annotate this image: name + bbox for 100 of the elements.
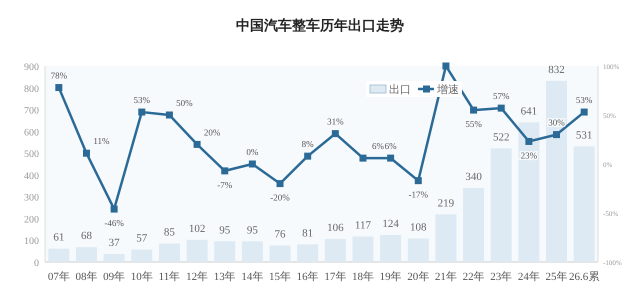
bar (490, 148, 512, 262)
data-label: 6% (372, 141, 384, 152)
x-tick-label: 20年 (407, 271, 430, 283)
x-tick-label: 10年 (130, 271, 153, 283)
x-tick-label: 16年 (296, 271, 319, 283)
x-tick-label: 19年 (380, 271, 402, 283)
bar (546, 80, 568, 262)
data-label: 78% (50, 70, 68, 81)
data-label: 53% (134, 95, 151, 106)
y-tick-label: 600 (24, 127, 39, 138)
data-label: 53% (576, 95, 593, 106)
bar (270, 245, 291, 262)
point (580, 108, 588, 116)
point (442, 62, 450, 70)
bar (48, 248, 70, 262)
point (304, 152, 312, 160)
bar (518, 122, 540, 262)
data-label: 106 (327, 222, 344, 234)
data-label: 11% (93, 136, 110, 146)
data-label: 30% (548, 118, 566, 128)
data-label: 8% (302, 139, 314, 150)
point (387, 154, 394, 162)
data-label: 68 (80, 230, 92, 242)
data-label: 117 (354, 220, 372, 232)
x-tick-label: 15年 (269, 271, 292, 283)
point (276, 180, 284, 188)
y-tick-label: 200 (24, 214, 39, 226)
x-tick-label: 14年 (241, 271, 264, 283)
legend-label: 出口 (389, 83, 411, 96)
data-label: 50% (176, 98, 194, 108)
bar (380, 234, 402, 262)
bar (352, 236, 374, 262)
data-label: 6% (384, 141, 398, 152)
point (414, 177, 422, 184)
data-label: 81 (302, 227, 314, 240)
data-label: 522 (492, 131, 510, 144)
data-label: -20% (270, 192, 290, 203)
bar (435, 214, 456, 262)
data-label: 57 (136, 232, 148, 245)
data-label: 57% (492, 91, 510, 102)
x-tick-label: 12年 (186, 271, 208, 283)
bar (324, 238, 346, 262)
data-label: 219 (438, 197, 455, 210)
data-label: 0% (246, 147, 259, 157)
point (221, 167, 228, 174)
point (110, 206, 118, 213)
bar (131, 250, 152, 262)
bar (408, 238, 429, 262)
data-label: -46% (104, 218, 124, 228)
data-label: 340 (465, 170, 482, 183)
data-label: 531 (576, 129, 592, 142)
x-tick-label: 09年 (103, 271, 126, 283)
data-label: 108 (410, 221, 428, 234)
data-label: 37 (108, 236, 120, 249)
bar (214, 241, 236, 262)
bar (242, 241, 263, 262)
bar (463, 188, 484, 262)
point (82, 150, 90, 157)
bar (76, 247, 97, 262)
data-label: -7% (217, 180, 233, 190)
bar (297, 244, 318, 262)
x-tick-label: 24年 (518, 271, 540, 283)
data-label: 85 (164, 226, 176, 238)
point (553, 131, 560, 138)
x-tick-label: 07年 (48, 271, 70, 283)
data-label: 31% (327, 116, 344, 127)
data-label: -17% (408, 190, 429, 200)
y-tick-label: 0 (34, 258, 39, 269)
x-tick-label: 13年 (214, 271, 236, 283)
data-label: 76 (274, 228, 286, 240)
x-tick-label: 25年 (546, 271, 568, 283)
y-tick-label: 400 (24, 170, 39, 182)
point (166, 112, 173, 118)
y-tick-label: 800 (24, 84, 39, 95)
x-tick-label: 11年 (158, 271, 180, 283)
y-tick-label: 100 (24, 236, 39, 248)
data-label: 20% (204, 127, 221, 138)
data-label: 832 (548, 64, 565, 76)
x-tick-label: 17年 (324, 271, 346, 283)
data-label: 95 (219, 224, 231, 236)
bar (574, 146, 595, 262)
chart-title: 中国汽车整车历年出口走势 (236, 17, 404, 33)
point (332, 130, 339, 138)
data-label: 641 (520, 105, 538, 118)
point (248, 160, 256, 168)
y-tick-label: 300 (24, 192, 39, 204)
x-tick-label: 08年 (75, 271, 98, 283)
point (138, 108, 146, 116)
data-label: 55% (465, 119, 482, 130)
data-label: 124 (382, 218, 400, 230)
x-tick-label: 23年 (490, 271, 512, 283)
data-label: 23% (520, 150, 538, 160)
bar (104, 254, 125, 262)
x-tick-label: 22年 (462, 271, 485, 283)
data-label: 61 (53, 232, 64, 244)
x-tick-label: 18年 (352, 271, 374, 283)
data-label: 102 (188, 222, 206, 235)
point (470, 106, 478, 114)
x-tick-label: 21年 (434, 271, 457, 283)
x-tick-label: 26.6累 (569, 271, 600, 283)
